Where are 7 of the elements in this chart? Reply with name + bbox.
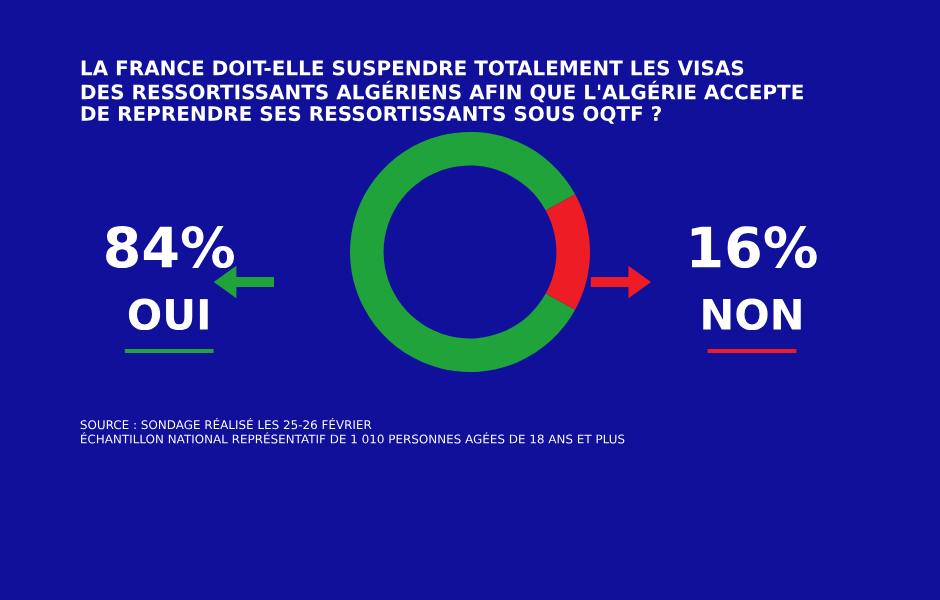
donut-slice — [350, 132, 576, 372]
data-label: 16% — [691, 226, 817, 269]
slice-label: NON — [703, 298, 801, 331]
data-label: 84% — [106, 226, 234, 269]
legend-label: OUI — [128, 298, 208, 331]
chart-title: LA FRANCE DOIT-ELLE SUSPENDRE TOTALEMENT LES VISAS DES RESSORTISSANTS ALGÉRIENS AFIN QUE L'ALGÉRIE ACCEPTE DE REPRENDRE SES RESSORTISSANTS SOUS OQTF ? — [81, 60, 803, 124]
donut-slice — [545, 194, 590, 310]
